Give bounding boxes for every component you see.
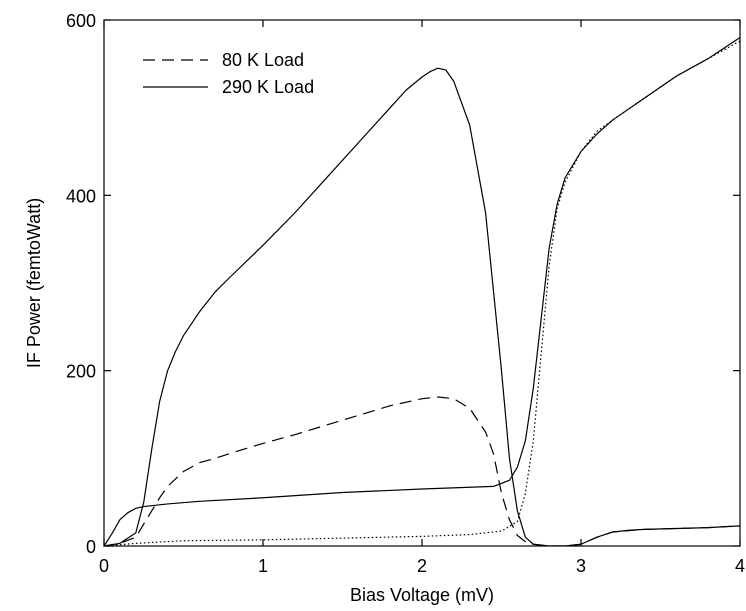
y-tick-label: 0 xyxy=(86,537,96,557)
x-tick-label: 0 xyxy=(99,556,109,576)
legend-label-290k: 290 K Load xyxy=(222,77,314,97)
legend-label-80k: 80 K Load xyxy=(222,50,304,70)
plot-frame xyxy=(103,19,741,547)
series-line-3 xyxy=(104,37,740,546)
legend: 80 K Load 290 K Load xyxy=(143,50,314,97)
x-tick-label: 4 xyxy=(735,556,745,576)
series-layer xyxy=(104,37,740,546)
axis-ticks xyxy=(103,19,741,547)
x-tick-label: 3 xyxy=(576,556,586,576)
series-line-2 xyxy=(104,396,740,546)
y-tick-label: 600 xyxy=(66,11,96,31)
y-tick-label: 400 xyxy=(66,186,96,206)
axis-tick-labels: 0 1 2 3 4 0 200 400 600 xyxy=(66,11,745,576)
x-tick-label: 1 xyxy=(258,556,268,576)
y-tick-label: 200 xyxy=(66,362,96,382)
x-tick-label: 2 xyxy=(417,556,427,576)
y-axis-title: IF Power (femtoWatt) xyxy=(24,198,44,368)
x-axis-title: Bias Voltage (mV) xyxy=(350,585,494,605)
series-line-4 xyxy=(104,40,740,546)
series-line-1 xyxy=(104,67,740,546)
